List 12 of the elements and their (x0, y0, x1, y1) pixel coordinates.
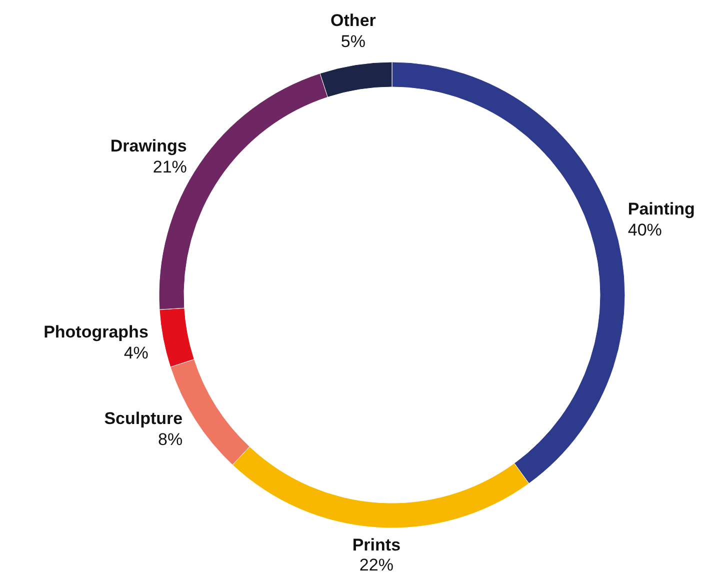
data-label: 21% (152, 158, 187, 177)
slice-label: Sculpture (104, 408, 183, 428)
data-label: 22% (359, 556, 394, 575)
slice-label: Prints (352, 536, 401, 555)
slice-label: Painting (628, 199, 695, 218)
data-label: 4% (124, 343, 148, 362)
data-label: 40% (628, 220, 662, 240)
slice-label: Photographs (44, 322, 148, 342)
data-label: 8% (158, 430, 183, 449)
data-label: 5% (340, 32, 366, 52)
slice-label: Other (330, 11, 376, 30)
slice-label: Drawings (110, 136, 187, 156)
